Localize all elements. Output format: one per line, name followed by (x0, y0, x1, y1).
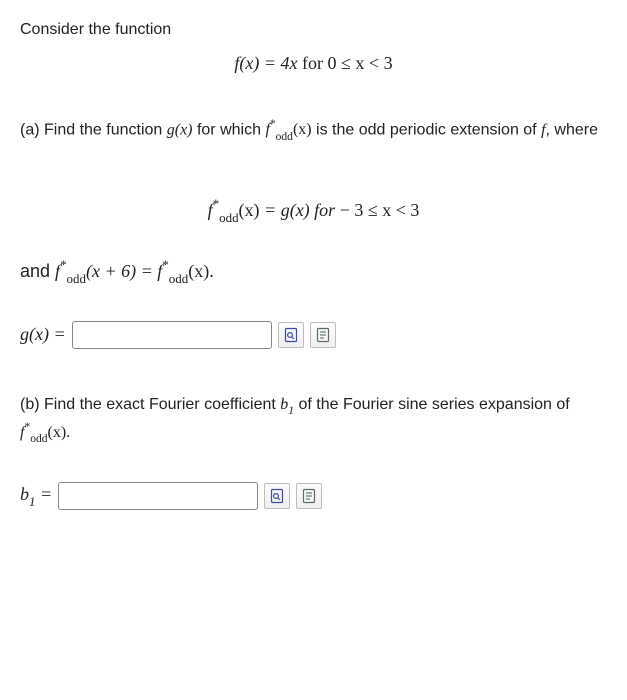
per-sub1: odd (67, 271, 86, 286)
b-fodd-sub: odd (30, 433, 47, 445)
f-def-for: for (298, 53, 328, 73)
part-b-lead1: (b) Find the exact Fourier coefficient (20, 396, 280, 413)
fodd-defining-eq: f*odd(x) = g(x) for − 3 ≤ x < 3 (20, 195, 607, 226)
part-a-lead3: is the odd periodic extension of (312, 121, 541, 138)
f-def-lhs: f(x) = 4x (234, 53, 297, 73)
part-b-lead2: of the Fourier sine series expansion of (294, 396, 570, 413)
b1-answer-input[interactable] (58, 482, 258, 510)
fodd-sub: odd (276, 131, 293, 143)
eq-star: * (213, 196, 219, 211)
help-button[interactable] (310, 322, 336, 348)
f-definition: f(x) = 4x for 0 ≤ x < 3 (20, 50, 607, 77)
f-def-range: 0 ≤ x < 3 (328, 53, 393, 73)
part-a-where: , where (546, 121, 598, 138)
per-star1: * (60, 257, 66, 272)
part-a-lead1: (a) Find the function (20, 121, 167, 138)
and-text: and (20, 261, 55, 281)
gx-answer-input[interactable] (72, 321, 272, 349)
per-arg2: (x). (188, 261, 214, 281)
part-b-prompt: (b) Find the exact Fourier coefficient b… (20, 393, 607, 447)
periodicity-line: and f*odd(x + 6) = f*odd(x). (20, 256, 607, 287)
part-a-lead2: for which (193, 121, 266, 138)
per-arg1: (x + 6) = (86, 261, 157, 281)
b-sub: 1 (288, 405, 294, 417)
help-button-b[interactable] (296, 483, 322, 509)
b-fodd-arg: (x) (48, 424, 67, 441)
eq-mid: = g(x) for (260, 200, 340, 220)
eq-sub: odd (219, 210, 238, 225)
gx-label: g(x) = (20, 321, 66, 348)
per-sub2: odd (169, 271, 188, 286)
eq-range: − 3 ≤ x < 3 (340, 200, 420, 220)
f-odd-symbol: f*odd(x) (265, 121, 311, 138)
g-of-x: g(x) (167, 121, 193, 138)
b-fodd-star: * (24, 421, 30, 433)
part-a-prompt: (a) Find the function g(x) for which f*o… (20, 117, 607, 145)
per-star2: * (162, 257, 168, 272)
b1-eq: = (35, 484, 52, 504)
fodd-arg: (x) (293, 121, 312, 138)
help-icon (315, 327, 331, 343)
gx-input-row: g(x) = (20, 321, 607, 349)
b1-lhs-sub: 1 (29, 494, 35, 509)
preview-icon (269, 488, 285, 504)
eq-arg: (x) (239, 200, 260, 220)
preview-button-b[interactable] (264, 483, 290, 509)
fodd-star: * (270, 118, 276, 130)
b1-symbol: b1 (280, 396, 294, 413)
b1-lhs-b: b (20, 484, 29, 504)
b1-input-row: b1 = (20, 481, 607, 510)
preview-button[interactable] (278, 322, 304, 348)
preview-icon (283, 327, 299, 343)
fodd-symbol-b: f*odd(x). (20, 424, 70, 441)
b1-label: b1 = (20, 481, 52, 510)
eq-f: f (208, 200, 213, 220)
help-icon (301, 488, 317, 504)
intro-text: Consider the function (20, 18, 607, 42)
